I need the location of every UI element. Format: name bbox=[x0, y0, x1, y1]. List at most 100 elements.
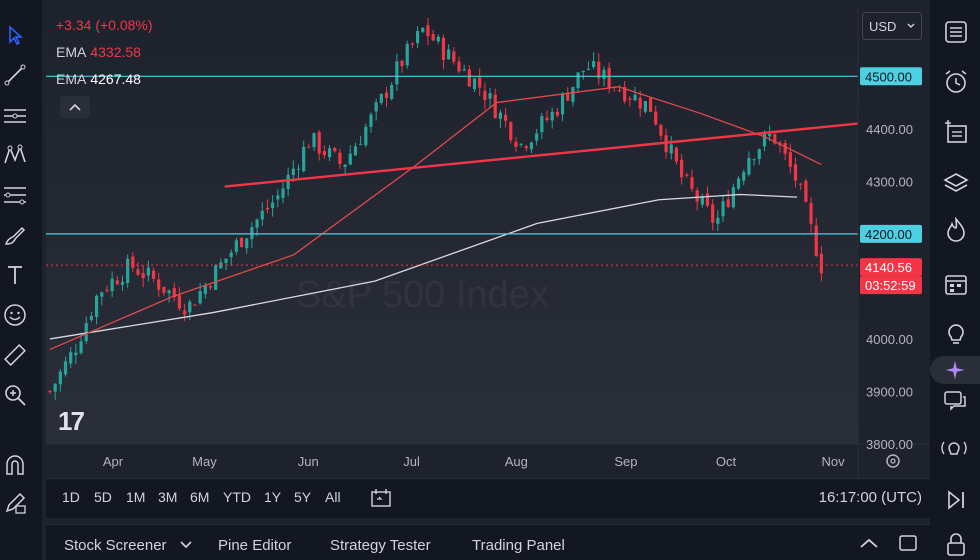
fib-icon[interactable] bbox=[0, 180, 30, 210]
candle-body bbox=[695, 190, 699, 202]
replay-icon[interactable] bbox=[940, 484, 972, 516]
candle-body bbox=[193, 304, 197, 306]
x-tick-label: Oct bbox=[716, 454, 737, 469]
y-tick-label: 4300.00 bbox=[866, 174, 913, 189]
trend-line-icon[interactable] bbox=[0, 60, 30, 90]
streams-icon[interactable] bbox=[938, 432, 970, 464]
candle-body bbox=[312, 133, 316, 148]
candle-body bbox=[705, 193, 710, 206]
x-tick-label: Jun bbox=[298, 454, 319, 469]
candle-body bbox=[529, 142, 534, 150]
candle-body bbox=[426, 25, 430, 37]
layers-icon[interactable] bbox=[940, 168, 972, 200]
watchlist-icon[interactable] bbox=[940, 16, 972, 48]
candle-body bbox=[105, 289, 109, 291]
pattern-icon[interactable] bbox=[0, 140, 30, 170]
calendar-icon[interactable] bbox=[940, 268, 972, 300]
candle-body bbox=[276, 195, 280, 200]
text-icon[interactable] bbox=[0, 260, 30, 290]
countdown-label-bg bbox=[860, 276, 922, 295]
chevron-up-icon[interactable] bbox=[860, 538, 878, 548]
candle-body bbox=[348, 153, 352, 165]
candle-body bbox=[571, 86, 575, 102]
timeframe-5y[interactable]: 5Y bbox=[294, 489, 312, 505]
timeframe-ytd[interactable]: YTD bbox=[223, 489, 251, 505]
timeframe-3m[interactable]: 3M bbox=[158, 489, 178, 505]
candle-body bbox=[503, 114, 508, 121]
trend-line[interactable] bbox=[224, 122, 859, 188]
last-price-label: 4140.56 bbox=[865, 260, 912, 275]
candle-body bbox=[126, 258, 130, 284]
timeframe-1d[interactable]: 1D bbox=[62, 489, 80, 505]
candle-body bbox=[467, 69, 471, 87]
candle-body bbox=[84, 322, 88, 342]
hotlist-fire-icon[interactable] bbox=[940, 214, 972, 246]
candle-body bbox=[752, 159, 756, 161]
gear-icon[interactable] bbox=[886, 454, 900, 468]
collapse-legend-button[interactable] bbox=[60, 96, 90, 118]
candle-body bbox=[654, 111, 658, 125]
candle-body bbox=[799, 183, 803, 185]
x-tick-label: May bbox=[192, 454, 217, 469]
candle-body bbox=[421, 27, 425, 32]
timeframe-1m[interactable]: 1M bbox=[126, 489, 146, 505]
timeframe-6m[interactable]: 6M bbox=[190, 489, 210, 505]
candle-body bbox=[94, 295, 99, 317]
alarm-icon[interactable] bbox=[940, 66, 972, 98]
horizontal-lines-icon[interactable] bbox=[0, 100, 30, 130]
candle-body bbox=[245, 238, 249, 249]
symbol-watermark: S&P 500 Index bbox=[296, 274, 549, 316]
candle-body bbox=[731, 187, 735, 208]
lock-icon[interactable] bbox=[940, 528, 972, 560]
chat-icon[interactable] bbox=[940, 386, 972, 418]
tab-stock-screener[interactable]: Stock Screener bbox=[64, 537, 167, 554]
clock[interactable]: 16:17:00 (UTC) bbox=[818, 489, 922, 506]
ruler-icon[interactable] bbox=[0, 340, 30, 370]
candle-body bbox=[768, 133, 772, 137]
brush-icon[interactable] bbox=[0, 220, 30, 250]
candle-body bbox=[255, 219, 259, 228]
tab-trading-panel[interactable]: Trading Panel bbox=[472, 537, 565, 554]
candle-body bbox=[814, 225, 818, 257]
candle-body bbox=[447, 49, 451, 60]
timeframe-5d[interactable]: 5D bbox=[94, 489, 112, 505]
candle-body bbox=[188, 301, 192, 313]
candle-body bbox=[120, 281, 125, 285]
maximize-icon[interactable] bbox=[898, 534, 918, 552]
candle-body bbox=[560, 93, 565, 115]
candle-body bbox=[203, 285, 207, 294]
candle-body bbox=[726, 199, 730, 207]
data-window-icon[interactable] bbox=[940, 116, 972, 148]
zoom-icon[interactable] bbox=[0, 380, 30, 410]
sparkle-icon[interactable] bbox=[930, 356, 980, 384]
countdown-label: 03:52:59 bbox=[865, 278, 916, 293]
currency-select[interactable]: USD bbox=[862, 12, 922, 40]
date-range-icon[interactable] bbox=[370, 488, 392, 508]
candle-body bbox=[374, 102, 378, 112]
tab-pine-editor[interactable]: Pine Editor bbox=[218, 537, 292, 554]
candle-body bbox=[690, 177, 694, 189]
candle-body bbox=[317, 132, 321, 154]
tab-strategy-tester[interactable]: Strategy Tester bbox=[330, 537, 431, 554]
price-chart[interactable]: 4600.004400.004300.004000.003900.003800.… bbox=[46, 8, 930, 478]
emoji-icon[interactable] bbox=[0, 300, 30, 330]
chevron-down-icon[interactable] bbox=[180, 541, 192, 549]
lock-pencil-icon[interactable] bbox=[0, 488, 30, 518]
candle-body bbox=[757, 149, 761, 160]
candle-body bbox=[436, 36, 440, 42]
candle-body bbox=[628, 98, 632, 100]
candle-body bbox=[250, 227, 254, 240]
candle-body bbox=[58, 371, 62, 385]
timeframe-1y[interactable]: 1Y bbox=[264, 489, 282, 505]
timeframe-all[interactable]: All bbox=[325, 489, 341, 505]
chart-area[interactable]: 4600.004400.004300.004000.003900.003800.… bbox=[46, 8, 930, 478]
candle-body bbox=[592, 60, 596, 68]
right-toolbar bbox=[930, 0, 980, 560]
magnet-icon[interactable] bbox=[0, 450, 30, 480]
candle-body bbox=[239, 237, 244, 248]
ideas-bulb-icon[interactable] bbox=[940, 318, 972, 350]
candle-body bbox=[700, 196, 704, 205]
cursor-icon[interactable] bbox=[0, 20, 30, 50]
x-tick-label: Sep bbox=[614, 454, 637, 469]
